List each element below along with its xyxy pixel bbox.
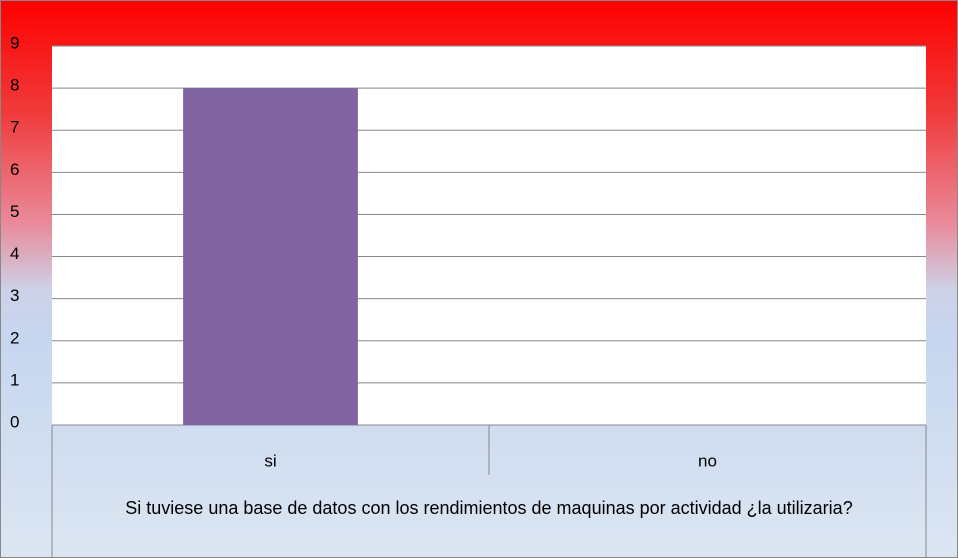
y-tick-label: 2 [10, 328, 19, 347]
y-tick-label: 7 [10, 118, 19, 137]
y-tick-label: 0 [10, 412, 19, 431]
y-tick-label: 1 [10, 370, 19, 389]
x-axis-label: Si tuviese una base de datos con los ren… [125, 498, 853, 518]
y-tick-label: 9 [10, 33, 19, 52]
bar [183, 88, 358, 425]
y-tick-label: 3 [10, 286, 19, 305]
x-tick-label: si [264, 451, 276, 470]
y-tick-label: 6 [10, 160, 19, 179]
y-tick-label: 5 [10, 202, 19, 221]
y-tick-label: 4 [10, 244, 19, 263]
x-tick-label: no [698, 451, 717, 470]
y-tick-label: 8 [10, 76, 19, 95]
